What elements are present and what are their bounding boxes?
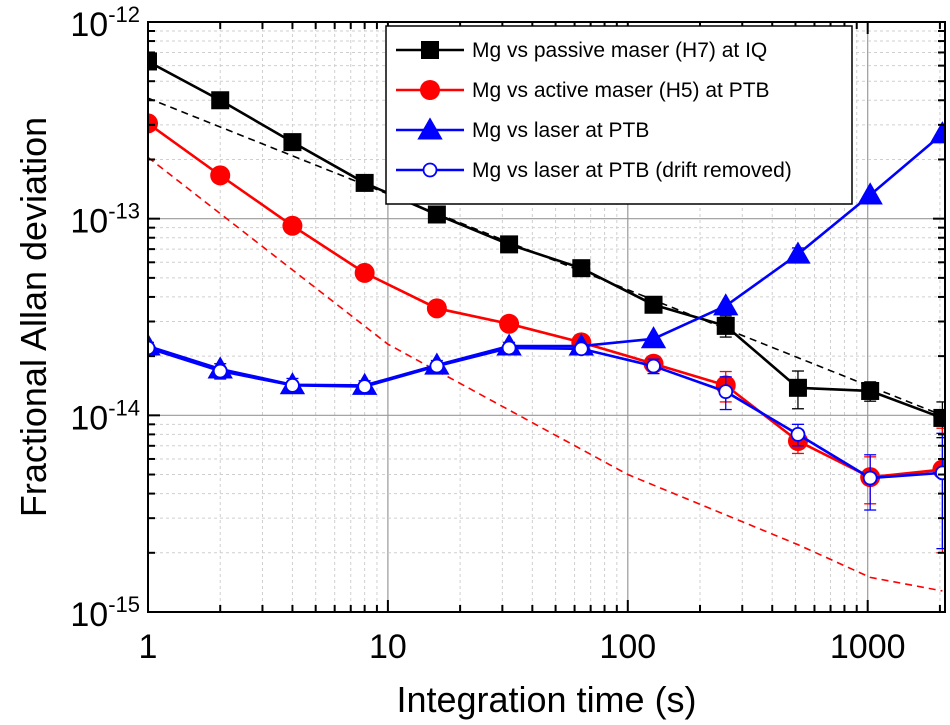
legend-label: Mg vs passive maser (H7) at IQ (472, 39, 767, 62)
data-point (426, 298, 447, 319)
tick-marks (147, 21, 945, 613)
data-point (572, 259, 591, 278)
data-point (790, 427, 806, 442)
data-point (862, 470, 878, 486)
data-point (573, 341, 589, 357)
y-tick-label: 10-13 (70, 199, 140, 241)
legend-box (385, 25, 853, 205)
x-tick-label: 100 (599, 628, 656, 666)
reference-lines (148, 97, 943, 592)
data-point (713, 293, 739, 316)
data-point (718, 384, 734, 400)
data-point (640, 326, 667, 349)
data-point (354, 262, 375, 283)
legend-marker (417, 117, 443, 140)
data-point (429, 358, 445, 374)
data-point (646, 358, 661, 374)
data-point (501, 340, 517, 356)
legend-marker (421, 41, 439, 59)
legend-marker (422, 162, 438, 178)
data-point (282, 215, 303, 236)
y-axis-title: Fractional Allan deviation (13, 117, 54, 517)
data-point (427, 205, 446, 224)
y-tick-label: 10-15 (70, 592, 140, 634)
data-point (211, 91, 230, 110)
x-tick-label: 1000 (830, 628, 906, 666)
data-point (716, 316, 735, 335)
legend-label: Mg vs laser at PTB (472, 119, 649, 142)
y-tick-label: 10-14 (70, 395, 140, 437)
data-point (500, 235, 519, 254)
data-point (148, 52, 157, 71)
series-line (148, 346, 943, 480)
x-tick-label: 1 (139, 628, 158, 666)
data-point (935, 465, 945, 481)
legend-label: Mg vs active maser (H5) at PTB (472, 79, 770, 102)
x-axis-title: Integration time (s) (396, 679, 696, 720)
data-point (283, 133, 302, 152)
tick-labels: 1 10 100 1000 10-15 10-14 10-13 10-12 (70, 2, 905, 666)
series-line (148, 60, 943, 420)
data-point (499, 313, 520, 334)
legend-marker (420, 80, 440, 100)
reference-line-2 (148, 156, 943, 592)
data-point (210, 165, 231, 186)
data-point (644, 295, 663, 314)
data-point (285, 378, 300, 393)
data-point (148, 113, 158, 134)
legend-label: Mg vs laser at PTB (drift removed) (472, 159, 792, 182)
series-layer (148, 52, 945, 554)
y-tick-label: 10-12 (70, 2, 140, 44)
series-line (148, 122, 943, 479)
data-point (357, 379, 373, 394)
data-point (929, 121, 945, 144)
data-point (355, 173, 374, 192)
plot-frame (147, 21, 946, 613)
series-4 (148, 340, 945, 550)
data-point (788, 378, 807, 397)
data-point (785, 241, 811, 264)
data-point (933, 408, 945, 427)
x-tick-label: 10 (369, 628, 407, 666)
reference-line-1 (148, 97, 943, 417)
data-point (212, 363, 228, 379)
legend: Mg vs passive maser (H7) at IQ Mg vs acti… (385, 25, 853, 205)
data-point (857, 182, 883, 205)
series-1 (148, 52, 945, 439)
data-point (861, 381, 880, 400)
